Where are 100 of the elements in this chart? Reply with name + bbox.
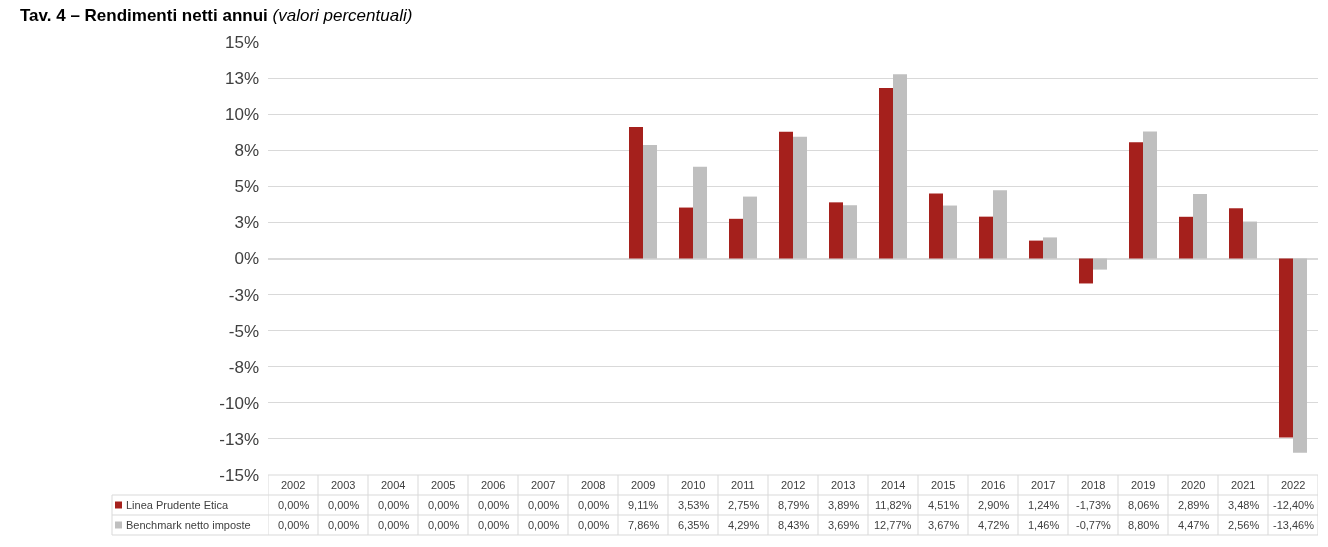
- data-label: 3,53%: [678, 499, 710, 511]
- data-label: 2,90%: [978, 499, 1010, 511]
- bar: [1043, 237, 1057, 259]
- legend-label: Benchmark netto imposte: [126, 519, 251, 531]
- x-tick-label: 2020: [1181, 479, 1206, 491]
- y-tick-label: -15%: [219, 465, 259, 485]
- data-label: 3,89%: [828, 499, 860, 511]
- bar: [843, 205, 857, 259]
- data-label: 8,79%: [778, 499, 810, 511]
- x-tick-label: 2009: [631, 479, 656, 491]
- y-tick-label: 13%: [224, 69, 259, 89]
- x-tick-label: 2008: [581, 479, 606, 491]
- bar: [643, 145, 657, 259]
- data-label: 0,00%: [528, 499, 560, 511]
- x-tick-label: 2003: [331, 479, 356, 491]
- data-label: 8,06%: [1128, 499, 1160, 511]
- data-label: 0,00%: [428, 519, 460, 531]
- legend-label: Linea Prudente Etica: [126, 499, 230, 511]
- data-label: -0,77%: [1076, 519, 1112, 531]
- bar: [1093, 258, 1107, 270]
- y-tick-label: -3%: [228, 285, 259, 305]
- data-label: -12,40%: [1273, 499, 1315, 511]
- data-label: 0,00%: [328, 499, 360, 511]
- bar: [1243, 221, 1257, 259]
- data-label: 9,11%: [628, 499, 659, 511]
- data-label: 6,35%: [678, 519, 710, 531]
- data-label: 2,75%: [728, 499, 760, 511]
- bar: [993, 190, 1007, 259]
- x-tick-label: 2019: [1131, 479, 1156, 491]
- bar: [979, 216, 993, 259]
- x-tick-label: 2002: [281, 479, 306, 491]
- bar: [793, 136, 807, 259]
- data-label: 7,86%: [628, 519, 660, 531]
- x-tick-label: 2004: [381, 479, 406, 491]
- y-tick-label: -10%: [219, 393, 259, 413]
- x-tick-label: 2013: [831, 479, 856, 491]
- bar: [1143, 131, 1157, 259]
- data-label: 0,00%: [528, 519, 560, 531]
- bar: [893, 74, 907, 259]
- data-label: 0,00%: [578, 499, 610, 511]
- y-tick-label: 8%: [234, 141, 259, 161]
- x-tick-label: 2018: [1081, 479, 1106, 491]
- data-label: 0,00%: [578, 519, 610, 531]
- data-label: 4,29%: [728, 519, 760, 531]
- bar: [1279, 258, 1293, 438]
- bar: [679, 207, 693, 259]
- bar: [829, 202, 843, 259]
- data-label: 0,00%: [428, 499, 460, 511]
- x-tick-label: 2010: [681, 479, 706, 491]
- y-tick-label: 15%: [224, 32, 259, 52]
- bar: [879, 87, 893, 259]
- y-tick-label: 10%: [224, 105, 259, 125]
- data-label: 3,69%: [828, 519, 860, 531]
- bar: [1193, 193, 1207, 259]
- x-tick-label: 2014: [881, 479, 906, 491]
- data-label: 0,00%: [328, 519, 360, 531]
- data-label: 4,72%: [978, 519, 1010, 531]
- data-label: 12,77%: [874, 519, 912, 531]
- chart-subtitle: (valori percentuali): [272, 6, 413, 25]
- data-label: 1,46%: [1028, 519, 1060, 531]
- y-tick-label: 3%: [234, 213, 259, 233]
- bar: [943, 205, 957, 259]
- data-label: 8,80%: [1128, 519, 1160, 531]
- data-label: 0,00%: [278, 519, 310, 531]
- data-label: 3,48%: [1228, 499, 1260, 511]
- bar: [729, 218, 743, 259]
- data-label: 2,56%: [1228, 519, 1260, 531]
- data-label: -13,46%: [1273, 519, 1315, 531]
- data-label: 2,89%: [1178, 499, 1210, 511]
- bar: [779, 131, 793, 259]
- y-tick-label: -13%: [219, 429, 259, 449]
- bar: [1179, 216, 1193, 259]
- data-label: 8,43%: [778, 519, 810, 531]
- x-tick-label: 2021: [1231, 479, 1256, 491]
- data-label: 0,00%: [378, 499, 410, 511]
- bar: [929, 193, 943, 259]
- data-label: 0,00%: [478, 499, 510, 511]
- x-tick-label: 2006: [481, 479, 506, 491]
- x-tick-label: 2012: [781, 479, 806, 491]
- data-label: 4,47%: [1178, 519, 1210, 531]
- data-label: 0,00%: [478, 519, 510, 531]
- bar: [743, 196, 757, 259]
- data-label: -1,73%: [1076, 499, 1112, 511]
- data-label: 0,00%: [378, 519, 410, 531]
- x-tick-label: 2007: [531, 479, 556, 491]
- x-tick-label: 2015: [931, 479, 956, 491]
- data-label: 1,24%: [1028, 499, 1060, 511]
- bar: [1229, 208, 1243, 259]
- x-tick-label: 2005: [431, 479, 456, 491]
- bar: [1293, 258, 1307, 453]
- x-tick-label: 2016: [981, 479, 1006, 491]
- data-label: 0,00%: [278, 499, 310, 511]
- bar: [629, 127, 643, 259]
- x-tick-label: 2022: [1281, 479, 1306, 491]
- y-tick-label: 0%: [234, 249, 259, 269]
- x-tick-label: 2017: [1031, 479, 1056, 491]
- bar: [1129, 142, 1143, 259]
- data-label: 11,82%: [875, 499, 912, 511]
- y-tick-label: -8%: [228, 357, 259, 377]
- data-label: 3,67%: [928, 519, 960, 531]
